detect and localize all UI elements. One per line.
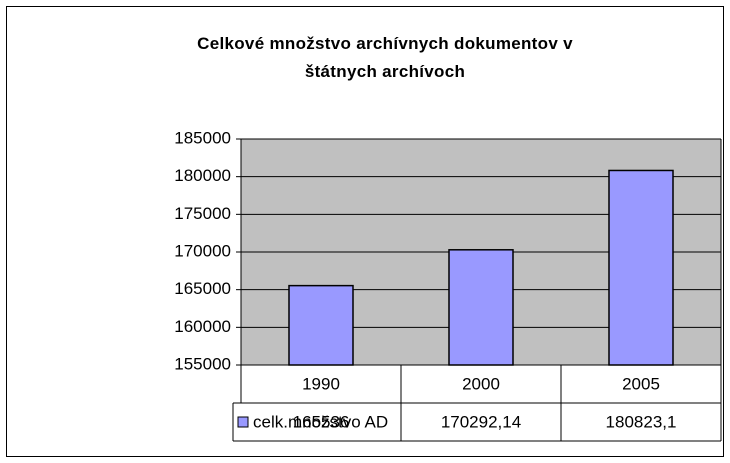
legend-swatch	[237, 416, 249, 428]
bar	[288, 284, 354, 366]
bar	[448, 249, 514, 366]
legend-label: celk.množstvo AD	[253, 412, 388, 431]
table-value: 180823,1	[606, 412, 677, 431]
table-value: 165536	[293, 412, 350, 431]
x-tick-label: 2000	[462, 374, 500, 393]
y-tick-label: 165000	[174, 279, 231, 298]
bar	[608, 169, 674, 366]
y-tick-label: 185000	[174, 128, 231, 147]
y-tick-label: 170000	[174, 241, 231, 260]
table-value: 170292,14	[441, 412, 521, 431]
chart-title: Celkové množstvo archívnych dokumentov v…	[197, 34, 573, 81]
y-tick-label: 175000	[174, 204, 231, 223]
x-tick-label: 2005	[622, 374, 660, 393]
y-tick-label: 155000	[174, 354, 231, 373]
x-tick-label: 1990	[302, 374, 340, 393]
y-tick-label: 160000	[174, 317, 231, 336]
y-tick-label: 180000	[174, 166, 231, 185]
